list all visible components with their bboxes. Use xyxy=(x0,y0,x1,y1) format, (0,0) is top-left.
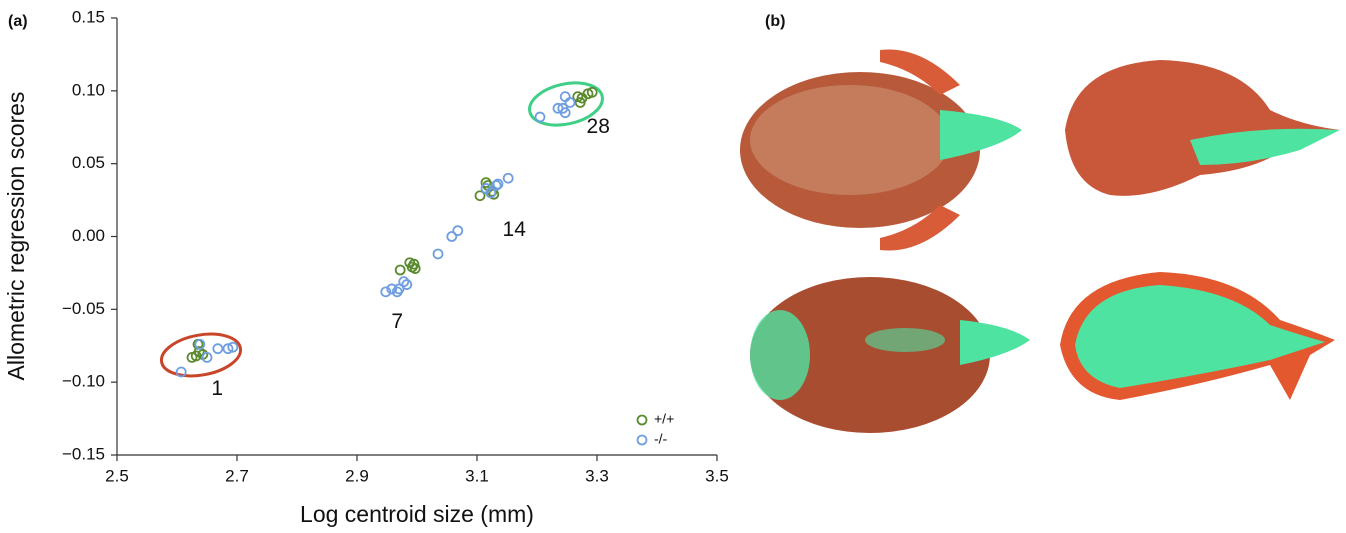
x-tick-label: 2.9 xyxy=(345,466,369,485)
point xyxy=(504,174,513,183)
y-tick-label: 0.05 xyxy=(72,153,105,172)
skull-images xyxy=(740,49,1340,433)
annotation: 1 xyxy=(211,377,223,400)
point xyxy=(434,249,443,258)
point xyxy=(566,98,575,107)
point xyxy=(453,226,462,235)
y-tick-label: −0.05 xyxy=(62,299,105,318)
x-tick-label: 2.5 xyxy=(105,466,129,485)
legend-label: +/+ xyxy=(654,411,674,427)
legend-marker xyxy=(638,436,647,445)
y-tick-label: 0.00 xyxy=(72,226,105,245)
y-tick-label: 0.15 xyxy=(72,7,105,26)
panel-label: (a) xyxy=(8,13,28,30)
y-axis-label: Allometric regression scores xyxy=(3,92,29,381)
y-tick-label: −0.15 xyxy=(62,444,105,463)
point xyxy=(561,92,570,101)
skull-side xyxy=(1065,60,1340,196)
point xyxy=(536,113,545,122)
x-axis-label: Log centroid size (mm) xyxy=(300,501,534,527)
y-tick-label: −0.10 xyxy=(62,372,105,391)
panel-label: (b) xyxy=(765,13,785,30)
x-tick-label: 3.5 xyxy=(705,466,729,485)
annotation: 7 xyxy=(391,310,403,333)
skull-bottom xyxy=(750,277,1030,433)
x-tick-label: 3.1 xyxy=(465,466,489,485)
annotation: 28 xyxy=(587,115,610,138)
skull-top xyxy=(740,49,1022,250)
point xyxy=(396,266,405,275)
x-tick-label: 2.7 xyxy=(225,466,249,485)
x-tick-label: 3.3 xyxy=(585,466,609,485)
skull-section xyxy=(1060,272,1335,400)
y-tick-label: 0.10 xyxy=(72,80,105,99)
point xyxy=(213,344,222,353)
figure: (a) (b) Log centroid size (mm) Allometri… xyxy=(0,0,1346,533)
legend-label: -/- xyxy=(654,431,668,447)
legend-marker xyxy=(638,416,647,425)
annotation: 14 xyxy=(503,218,527,241)
